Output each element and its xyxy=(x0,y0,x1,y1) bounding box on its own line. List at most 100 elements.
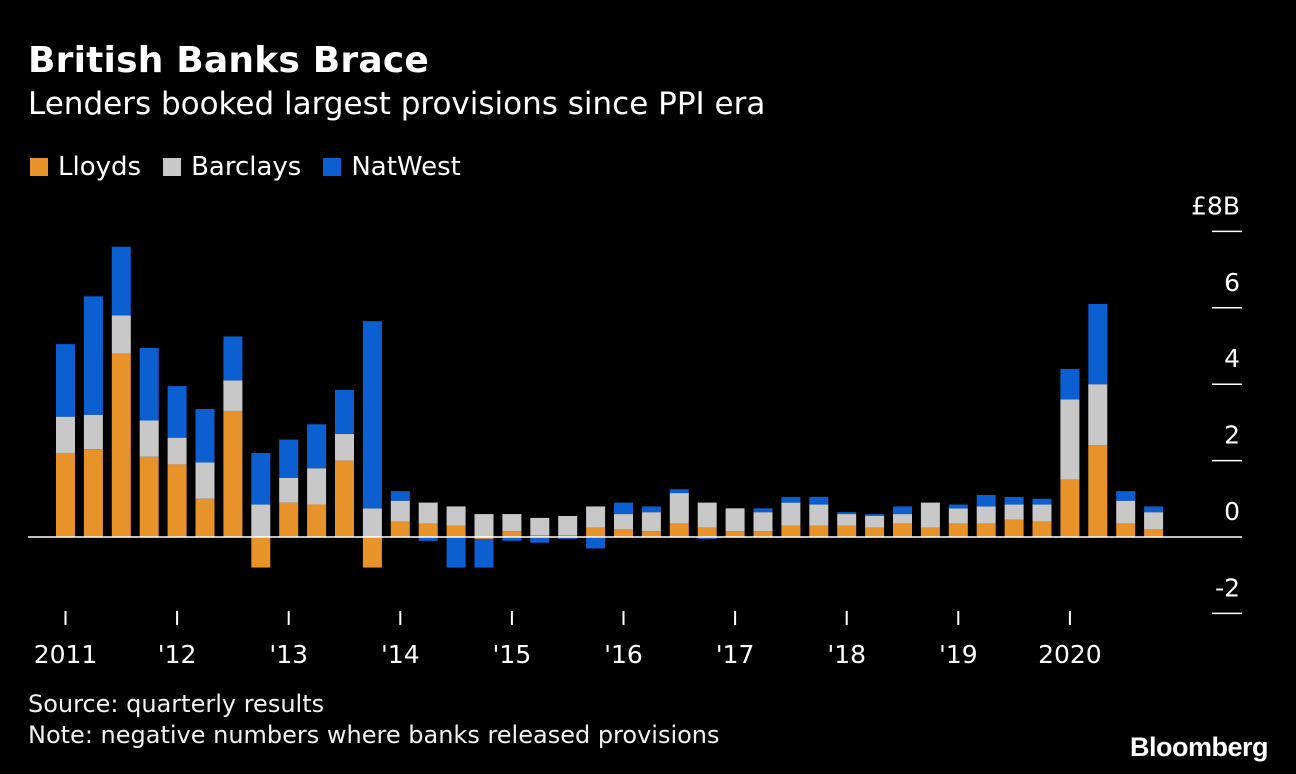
bar-lloyds-34 xyxy=(1004,519,1024,537)
footnote: Note: negative numbers where banks relea… xyxy=(28,721,720,749)
bar-natwest-13 xyxy=(418,537,438,541)
bar-barclays-19 xyxy=(586,506,606,528)
bar-natwest-1 xyxy=(83,296,103,415)
bar-natwest-21 xyxy=(641,506,661,513)
bar-barclays-13 xyxy=(418,502,438,524)
bar-lloyds-12 xyxy=(390,521,410,537)
bloomberg-logo: Bloomberg xyxy=(1129,732,1269,762)
bar-natwest-23 xyxy=(697,537,717,539)
bar-lloyds-16 xyxy=(502,531,522,537)
bar-barclays-35 xyxy=(1032,504,1052,522)
legend-label-lloyds: Lloyds xyxy=(58,152,142,182)
bar-natwest-20 xyxy=(614,502,633,515)
legend-swatch-natwest xyxy=(323,158,342,176)
bar-natwest-4 xyxy=(167,386,187,438)
y-tick-label-4: 4 xyxy=(1224,344,1240,373)
bar-lloyds-39 xyxy=(1144,529,1164,537)
bar-natwest-8 xyxy=(279,439,299,478)
y-tick-label-6: 6 xyxy=(1224,268,1240,297)
x-tick-label-24: '17 xyxy=(716,640,755,669)
bar-barclays-28 xyxy=(837,514,857,526)
bar-lloyds-18 xyxy=(558,535,578,537)
bar-natwest-18 xyxy=(558,537,578,539)
bar-natwest-36 xyxy=(1060,368,1080,400)
bar-natwest-19 xyxy=(586,537,606,549)
x-tick-label-16: '15 xyxy=(493,640,532,669)
bar-lloyds-6 xyxy=(223,410,243,537)
bar-barclays-18 xyxy=(558,515,578,536)
bar-barclays-26 xyxy=(781,502,801,526)
bar-natwest-32 xyxy=(948,504,968,509)
bar-natwest-5 xyxy=(195,409,215,463)
bar-lloyds-1 xyxy=(83,449,103,537)
chart-title: British Banks Brace xyxy=(28,40,429,81)
bar-lloyds-7 xyxy=(251,537,271,568)
bar-lloyds-33 xyxy=(976,523,996,537)
bar-lloyds-21 xyxy=(641,531,661,537)
bar-natwest-12 xyxy=(390,491,410,501)
bar-natwest-3 xyxy=(139,347,159,421)
bar-natwest-39 xyxy=(1144,506,1164,513)
bar-barclays-20 xyxy=(614,514,633,530)
bar-barclays-39 xyxy=(1144,512,1164,530)
y-tick-label-8: £8B xyxy=(1191,191,1240,220)
bar-barclays-34 xyxy=(1004,504,1024,520)
bar-barclays-1 xyxy=(83,414,103,450)
bar-natwest-35 xyxy=(1032,498,1052,505)
bar-natwest-37 xyxy=(1088,303,1108,385)
bar-barclays-24 xyxy=(725,508,745,532)
bar-barclays-15 xyxy=(474,514,494,537)
bar-lloyds-3 xyxy=(139,456,159,537)
bar-barclays-31 xyxy=(920,502,940,528)
bar-barclays-2 xyxy=(111,315,131,354)
bar-barclays-36 xyxy=(1060,399,1080,480)
x-tick-label-36: 2020 xyxy=(1038,640,1102,669)
bar-barclays-29 xyxy=(865,515,885,528)
bar-natwest-28 xyxy=(837,512,857,515)
bar-lloyds-8 xyxy=(279,502,299,537)
bar-natwest-30 xyxy=(893,506,912,515)
legend: Lloyds Barclays NatWest xyxy=(30,152,483,182)
bar-natwest-33 xyxy=(976,494,996,507)
bar-lloyds-37 xyxy=(1088,445,1108,537)
bar-lloyds-17 xyxy=(530,535,550,537)
bar-barclays-10 xyxy=(335,433,354,461)
legend-label-barclays: Barclays xyxy=(191,152,302,182)
x-tick-label-32: '19 xyxy=(939,640,978,669)
legend-item-barclays: Barclays xyxy=(163,152,301,182)
bar-barclays-33 xyxy=(976,506,996,524)
bar-lloyds-29 xyxy=(865,527,885,537)
bar-lloyds-22 xyxy=(669,523,689,537)
bar-lloyds-25 xyxy=(753,531,773,537)
x-tick-label-20: '16 xyxy=(604,640,643,669)
bar-barclays-6 xyxy=(223,380,243,411)
bar-natwest-25 xyxy=(753,508,773,513)
x-tick-label-8: '13 xyxy=(269,640,308,669)
bar-natwest-16 xyxy=(502,537,522,541)
bar-natwest-9 xyxy=(307,424,327,469)
bar-natwest-22 xyxy=(669,489,689,494)
bar-lloyds-5 xyxy=(195,498,215,537)
bar-lloyds-31 xyxy=(920,527,940,537)
bar-barclays-8 xyxy=(279,477,299,503)
legend-label-natwest: NatWest xyxy=(351,152,461,182)
y-tick-label-0: 0 xyxy=(1224,497,1240,526)
x-tick-label-28: '18 xyxy=(827,640,866,669)
bar-barclays-21 xyxy=(641,512,661,532)
bar-barclays-30 xyxy=(893,514,912,524)
bar-barclays-9 xyxy=(307,468,327,505)
bar-barclays-7 xyxy=(251,504,271,537)
bar-natwest-10 xyxy=(335,389,354,434)
bar-lloyds-35 xyxy=(1032,521,1052,537)
bar-lloyds-4 xyxy=(167,464,187,537)
x-tick-label-0: 2011 xyxy=(34,640,98,669)
bar-natwest-38 xyxy=(1116,491,1136,501)
bar-lloyds-24 xyxy=(725,531,745,537)
bar-lloyds-19 xyxy=(586,527,606,537)
bar-barclays-17 xyxy=(530,517,550,536)
legend-swatch-barclays xyxy=(163,158,182,176)
bar-barclays-32 xyxy=(948,508,968,524)
bar-barclays-11 xyxy=(362,508,382,537)
bar-natwest-7 xyxy=(251,452,271,505)
